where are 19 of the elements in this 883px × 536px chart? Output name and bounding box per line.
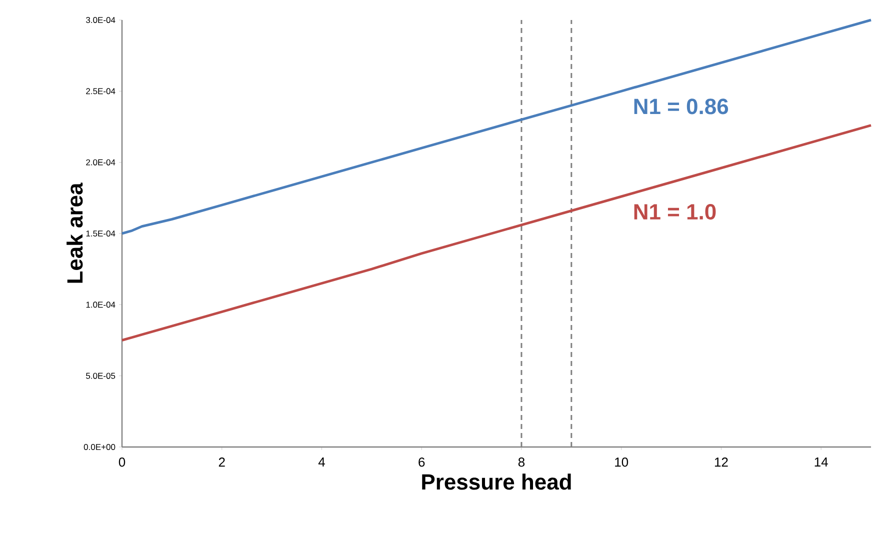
y-tick-label: 0.0E+00 (84, 444, 116, 450)
x-tick-label: 2 (218, 458, 225, 467)
x-tick-label: 14 (814, 458, 828, 466)
x-tick-label: 0 (118, 458, 126, 467)
y-tick-label: 2.0E-04 (86, 159, 116, 166)
series-label: N1 = 1.0 (634, 204, 716, 220)
series-label: N1 = 0.86 (634, 98, 728, 114)
x-tick-label: 8 (518, 458, 525, 467)
y-tick-label: 5.0E-05 (86, 372, 116, 379)
x-tick-label: 10 (615, 458, 628, 467)
y-tick-label: 1.0E-04 (86, 302, 116, 308)
x-tick-label: 12 (714, 458, 728, 467)
x-axis-title: Pressure head (422, 474, 571, 490)
x-tick-label: 6 (418, 458, 425, 467)
y-tick-label: 2.5E-04 (86, 88, 116, 94)
y-axis-title: Leak area (66, 182, 83, 283)
x-tick-label: 4 (318, 458, 325, 466)
y-tick-label: 1.5E-04 (86, 230, 116, 236)
y-tick-label: 3.0E-04 (86, 16, 116, 23)
